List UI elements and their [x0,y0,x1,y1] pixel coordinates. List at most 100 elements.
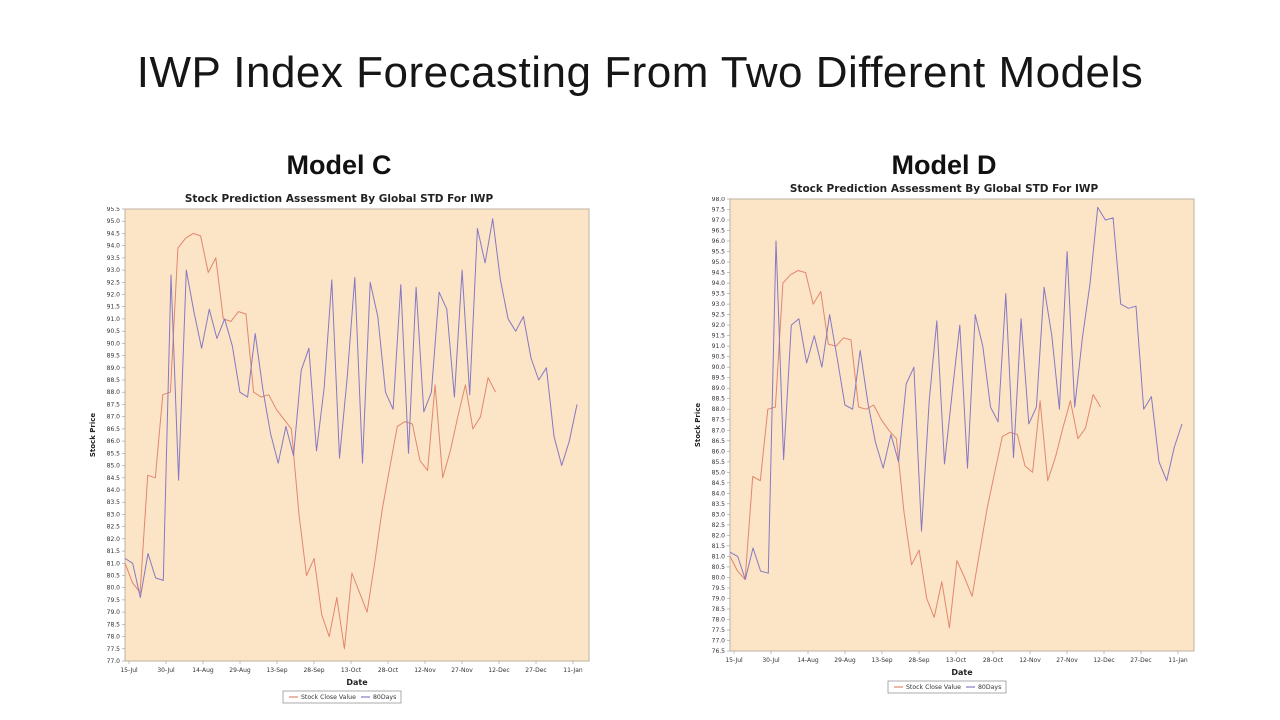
y-tick-label: 94.5 [107,230,121,237]
x-tick-label: 12-Dec [488,667,509,674]
y-tick-label: 94.0 [107,243,121,250]
x-tick-label: 14-Aug [192,667,214,674]
legend-label-close: Stock Close Value [301,694,356,701]
x-tick-label: 28-Sep [908,657,929,664]
x-tick-label: 12-Dec [1093,657,1114,664]
y-tick-label: 78.0 [107,634,121,641]
x-tick-label: 28-Oct [983,657,1004,664]
x-tick-label: 27-Nov [1056,657,1078,664]
y-tick-label: 92.0 [107,292,121,299]
y-tick-label: 86.5 [712,438,726,445]
y-tick-label: 81.5 [107,548,121,555]
y-tick-label: 84.5 [107,475,121,482]
y-tick-label: 79.0 [712,595,726,602]
legend-label-80days: 80Days [978,684,1001,691]
y-tick-label: 90.0 [107,340,121,347]
y-tick-label: 92.5 [107,279,121,286]
y-tick-label: 79.0 [107,609,121,616]
y-tick-label: 94.5 [712,270,726,277]
y-tick-label: 86.0 [107,438,121,445]
y-tick-label: 96.0 [712,238,726,245]
legend-box [282,690,402,704]
y-tick-label: 95.0 [107,218,121,225]
y-axis-label: Stock Price [89,413,97,458]
y-tick-label: 83.0 [107,511,121,518]
y-tick-label: 80.0 [712,574,726,581]
y-tick-label: 96.5 [712,228,726,235]
y-tick-label: 87.5 [107,402,121,409]
x-tick-label: 27-Dec [1130,657,1151,664]
x-tick-label: 11-Jan [1168,657,1188,664]
y-tick-label: 81.0 [107,560,121,567]
y-tick-label: 93.5 [107,255,121,262]
legend-label-close: Stock Close Value [906,684,961,691]
series-line-80days [729,206,1183,580]
y-tick-label: 95.0 [712,259,726,266]
y-tick-label: 80.5 [107,573,121,580]
y-tick-label: 77.0 [712,638,726,645]
y-tick-label: 86.5 [107,426,121,433]
y-tick-label: 90.0 [712,364,726,371]
y-tick-label: 83.5 [107,499,121,506]
y-tick-label: 85.5 [712,459,726,466]
series-line-close [124,232,497,650]
y-tick-label: 94.0 [712,280,726,287]
x-axis-label: Date [346,678,368,687]
model-d-line-chart: 98.0 97.5 97.0 96.5 96.0 95.5 95.0 94.5 94.0 93.5… [694,197,1195,694]
y-tick-label: 90.5 [107,328,121,335]
y-tick-label: 91.0 [107,316,121,323]
y-tick-label: 89.5 [712,375,726,382]
model-d-chart-card: Model D Stock Prediction Assessment By G… [690,150,1198,699]
model-c-chart-card: Model C Stock Prediction Assessment By G… [85,150,593,709]
x-tick-label: 13-Sep [266,667,287,674]
y-tick-label: 77.5 [712,627,726,634]
y-tick-label: 88.0 [712,406,726,413]
y-tick-label: 84.0 [712,490,726,497]
y-tick-label: 95.5 [107,207,121,213]
y-tick-label: 83.0 [712,511,726,518]
y-tick-label: 93.0 [712,301,726,308]
x-tick-label: 15-Jul [725,657,743,664]
x-tick-label: 15-Jul [120,667,138,674]
y-tick-label: 86.0 [712,448,726,455]
x-tick-label: 30-Jul [762,657,780,664]
x-tick-label: 27-Dec [525,667,546,674]
y-tick-label: 95.5 [712,249,726,256]
x-axis-label: Date [951,668,973,677]
legend-box [887,680,1007,694]
y-tick-label: 78.5 [107,621,121,628]
y-tick-label: 85.5 [107,450,121,457]
y-tick-label: 89.5 [107,353,121,360]
y-tick-label: 87.0 [107,414,121,421]
y-tick-label: 76.5 [712,648,726,655]
y-tick-label: 91.5 [712,333,726,340]
model-c-plot-title: Stock Prediction Assessment By Global ST… [184,193,494,205]
y-tick-label: 81.5 [712,543,726,550]
legend-label-80days: 80Days [373,694,396,701]
y-tick-label: 88.5 [712,396,726,403]
x-tick-label: 13-Oct [946,657,967,664]
y-tick-label: 90.5 [712,354,726,361]
y-tick-label: 81.0 [712,553,726,560]
y-tick-label: 87.0 [712,427,726,434]
y-tick-label: 91.5 [107,304,121,311]
y-tick-label: 78.5 [712,606,726,613]
y-tick-label: 85.0 [712,469,726,476]
y-tick-label: 97.5 [712,207,726,214]
x-tick-label: 12-Nov [1019,657,1041,664]
plot-area [124,208,590,662]
model-d-heading: Model D [891,150,997,180]
y-tick-label: 93.5 [712,291,726,298]
series-line-close [729,270,1102,629]
y-tick-label: 80.0 [107,585,121,592]
slide-title: IWP Index Forecasting From Two Different… [136,48,1144,97]
y-tick-label: 79.5 [712,585,726,592]
model-c-line-chart: 95.5 95.0 94.5 94.0 93.5 93.0 92.5 92.0 91.5 91.0… [89,207,590,704]
y-tick-label: 79.5 [107,597,121,604]
series-line-80days [124,218,578,598]
model-d-plot-title: Stock Prediction Assessment By Global ST… [789,183,1099,195]
y-tick-label: 89.0 [107,365,121,372]
y-tick-label: 77.5 [107,646,121,653]
y-tick-label: 93.0 [107,267,121,274]
x-tick-label: 30-Jul [157,667,175,674]
